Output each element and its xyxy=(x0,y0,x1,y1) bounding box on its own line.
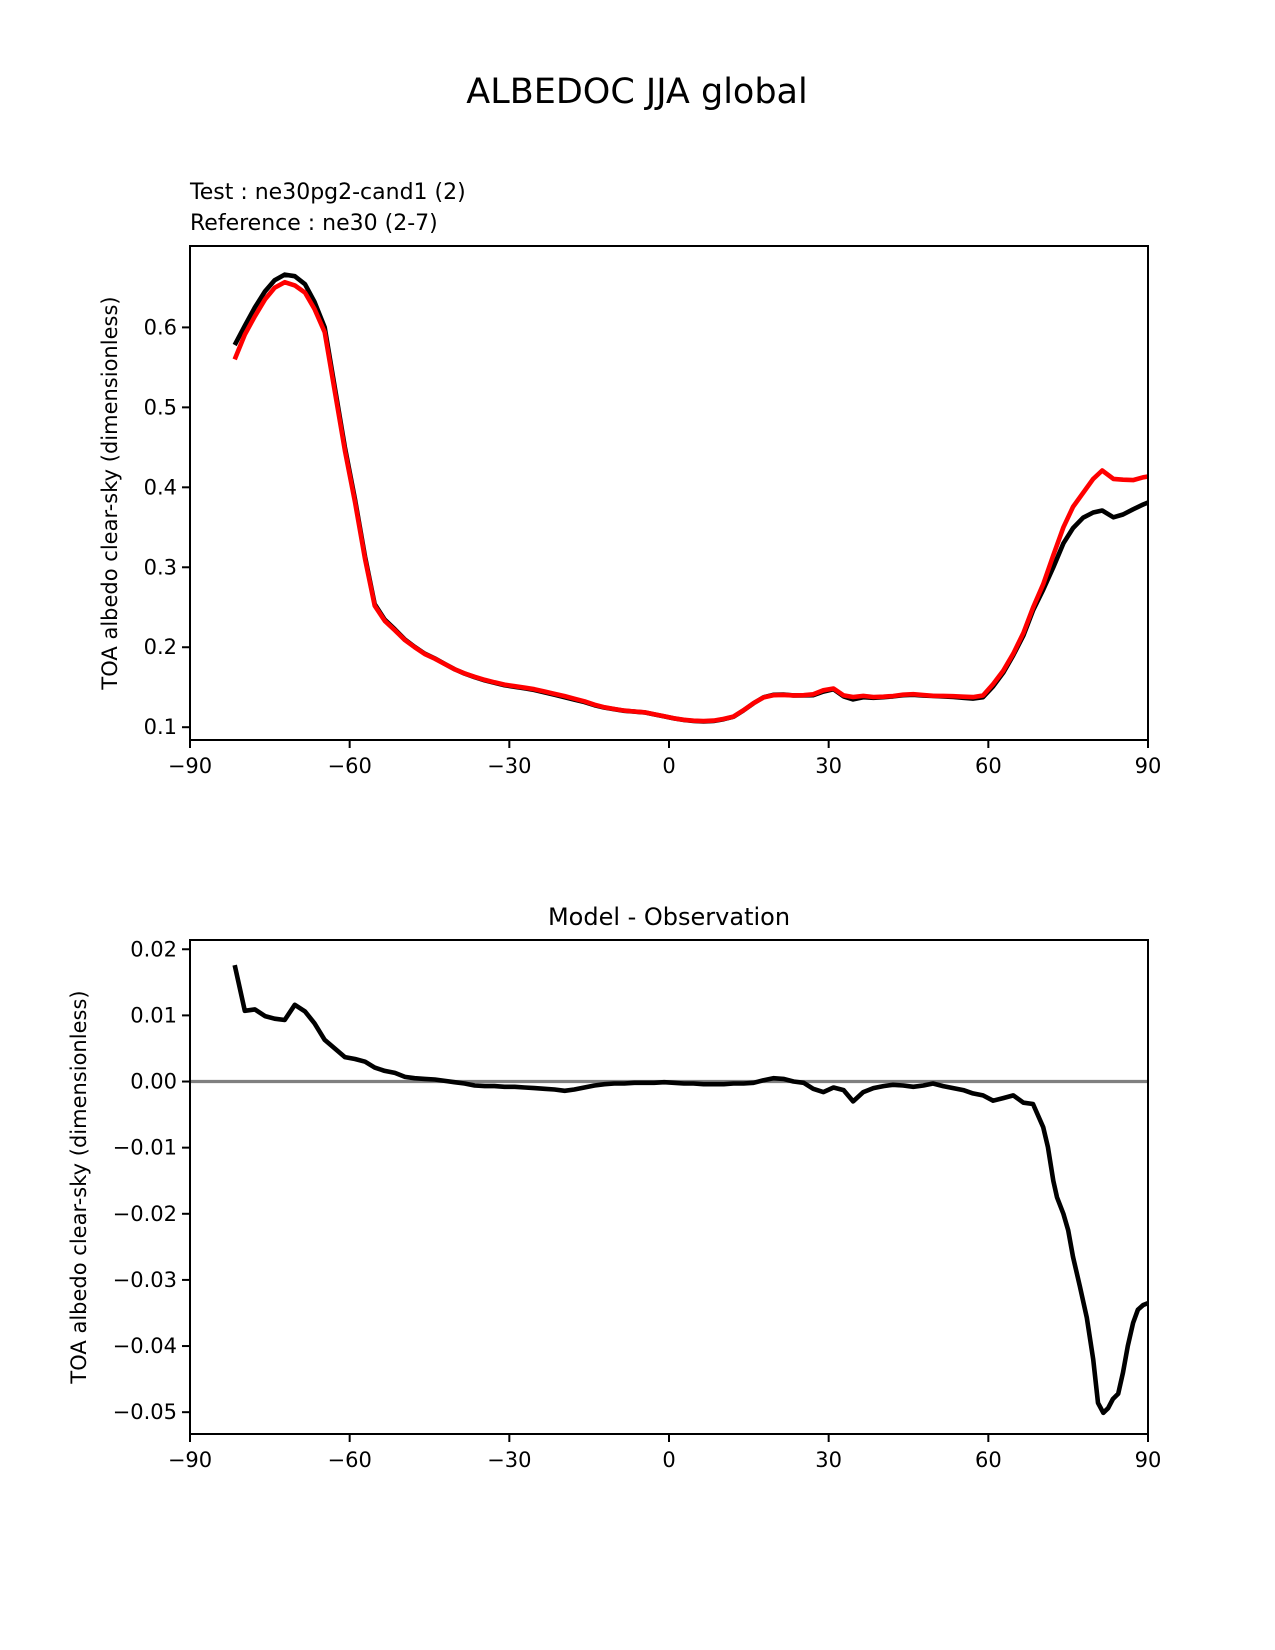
x-tick-label: 0 xyxy=(662,754,675,778)
y-tick-label: 0.3 xyxy=(144,555,177,579)
x-tick-label: −90 xyxy=(168,1448,212,1472)
x-tick-label: 30 xyxy=(815,754,842,778)
bottom-plot: −90 −60 −30 0 30 60 90 0.02 0.01 0.00 −0.01 −0.02 −0… xyxy=(113,937,1162,1472)
x-tick-label: 60 xyxy=(975,754,1002,778)
reference-series-line xyxy=(232,279,1149,724)
x-tick-label: −60 xyxy=(328,1448,372,1472)
y-tick-label: 0.4 xyxy=(144,475,177,499)
x-tick-label: 0 xyxy=(662,1448,675,1472)
y-tick-label: 0.5 xyxy=(144,395,177,419)
top-plot: −90 −60 −30 0 30 60 90 0.1 0.2 0.3 0.4 0.5 0.6 xyxy=(144,245,1162,778)
x-tick-label: 30 xyxy=(815,1448,842,1472)
top-plot-ylabel: TOA albedo clear-sky (dimensionless) xyxy=(98,296,122,690)
legend-test-label: Test : ne30pg2-cand1 (2) xyxy=(189,180,466,205)
figure-title: ALBEDOC JJA global xyxy=(466,72,807,112)
x-tick-label: −90 xyxy=(168,754,212,778)
y-tick-label: −0.05 xyxy=(113,1400,177,1424)
x-tick-label: −60 xyxy=(328,754,372,778)
bottom-plot-title: Model - Observation xyxy=(548,903,790,931)
difference-series-line xyxy=(232,964,1149,1416)
plot-frame xyxy=(189,939,1149,1435)
x-tick-label: 60 xyxy=(975,1448,1002,1472)
y-tick-label: 0.00 xyxy=(130,1070,177,1094)
x-tick-label: −30 xyxy=(487,1448,531,1472)
bottom-plot-ylabel: TOA albedo clear-sky (dimensionless) xyxy=(67,990,91,1384)
y-tick-label: 0.02 xyxy=(130,937,177,961)
x-tick-label: 90 xyxy=(1135,1448,1162,1472)
y-tick-label: −0.04 xyxy=(113,1334,177,1358)
x-tick-label: −30 xyxy=(487,754,531,778)
y-tick-label: 0.6 xyxy=(144,315,177,339)
legend-reference-label: Reference : ne30 (2-7) xyxy=(190,211,438,236)
y-tick-label: −0.01 xyxy=(113,1136,177,1160)
y-tick-label: 0.01 xyxy=(130,1003,177,1027)
y-tick-label: 0.1 xyxy=(144,715,177,739)
x-tick-label: 90 xyxy=(1135,754,1162,778)
y-tick-label: −0.02 xyxy=(113,1202,177,1226)
y-tick-label: 0.2 xyxy=(144,635,177,659)
y-tick-label: −0.03 xyxy=(113,1268,177,1292)
